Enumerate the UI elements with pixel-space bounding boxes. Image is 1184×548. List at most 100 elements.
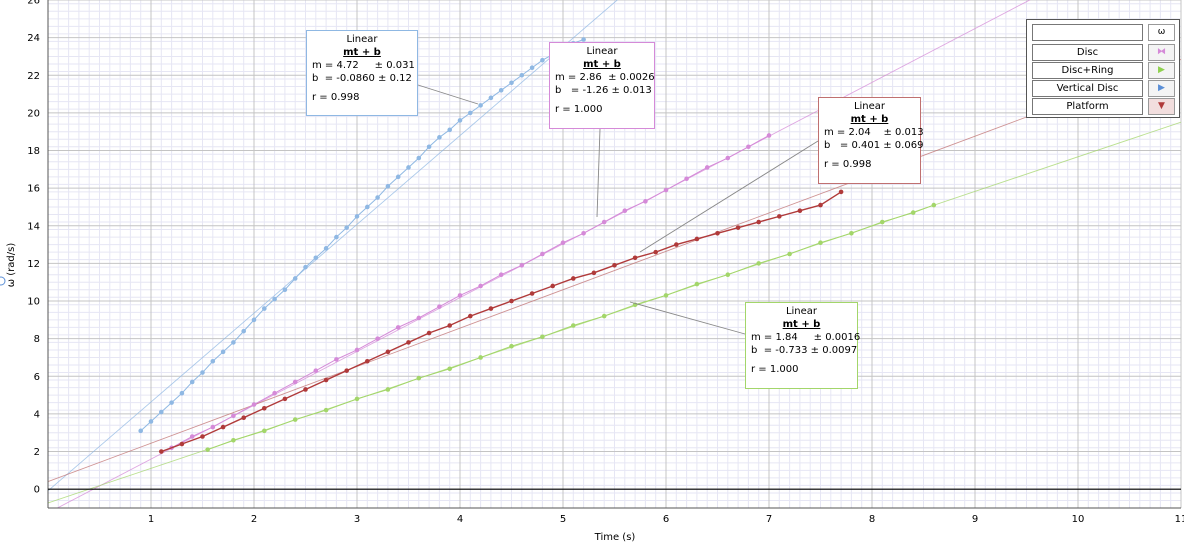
data-point <box>694 281 700 287</box>
x-tick-label: 1 <box>148 514 154 525</box>
axes <box>0 0 1181 509</box>
data-point <box>334 357 339 362</box>
fit-box-disc-ring[interactable]: Linear mt + b m = 1.84 ± 0.0016 b = -0.7… <box>745 302 861 389</box>
data-point <box>540 334 545 340</box>
data-point <box>746 144 751 150</box>
y-tick-label: 20 <box>27 108 40 119</box>
data-point <box>478 283 483 289</box>
legend-header-row: ω <box>1032 24 1176 41</box>
data-point <box>735 225 741 230</box>
fit-box-disc[interactable]: Linear mt + b m = 2.86 ± 0.0026 b = -1.2… <box>549 42 655 129</box>
data-point <box>416 375 422 381</box>
data-point <box>354 214 360 219</box>
data-point <box>344 225 350 230</box>
legend-marker-icon: ▶ <box>1148 62 1175 79</box>
data-point <box>205 447 210 452</box>
fit-equation: mt + b <box>343 47 381 58</box>
data-point <box>478 103 483 108</box>
data-point <box>426 144 432 150</box>
fit-slope: m = 1.84 ± 0.0016 <box>751 332 861 343</box>
data-point <box>663 187 669 193</box>
data-point <box>272 390 277 396</box>
fit-correlation: r = 0.998 <box>312 92 360 103</box>
data-point <box>519 262 525 268</box>
fit-title: Linear <box>785 306 818 317</box>
data-point <box>313 255 319 261</box>
fit-slope: m = 4.72 ± 0.031 <box>312 60 415 71</box>
series-line <box>161 191 842 453</box>
y-tick-label: 6 <box>34 372 40 383</box>
fit-box-platform[interactable]: Linear mt + b m = 2.04 ± 0.013 b = 0.401… <box>818 97 924 184</box>
axis-handle-icon <box>0 276 6 286</box>
data-point <box>251 402 257 407</box>
data-point <box>529 291 535 296</box>
data-point <box>437 135 442 140</box>
legend-entry-vertical-disc[interactable]: Vertical Disc ▶ <box>1032 80 1176 97</box>
data-point <box>334 234 339 240</box>
data-point <box>220 349 226 355</box>
data-point <box>323 246 329 251</box>
legend-label: Platform <box>1032 98 1143 115</box>
data-point <box>498 88 504 93</box>
data-point <box>766 133 772 138</box>
y-tick-label: 4 <box>34 409 40 420</box>
data-point <box>643 199 648 204</box>
data-point <box>210 424 216 430</box>
x-tick-label: 6 <box>663 514 669 525</box>
data-point <box>303 387 308 392</box>
leader-line <box>629 301 746 335</box>
leader-line <box>596 128 601 218</box>
data-point <box>756 219 761 225</box>
fit-box-vertical-disc[interactable]: Linear mt + b m = 4.72 ± 0.031 b = -0.08… <box>306 30 418 116</box>
data-point <box>262 405 267 411</box>
data-point <box>385 387 391 392</box>
data-point <box>323 407 329 413</box>
fit-correlation: r = 1.000 <box>751 364 799 375</box>
data-point <box>437 304 442 309</box>
legend[interactable]: ω Disc ⧓ Disc+Ring ▶ Vertical Disc ▶ Pla… <box>1026 19 1180 118</box>
data-point <box>694 236 700 242</box>
data-point <box>849 231 854 236</box>
data-point <box>416 315 422 321</box>
data-point <box>468 110 473 116</box>
data-point <box>457 293 463 298</box>
y-tick-label: 14 <box>27 221 40 232</box>
data-point <box>354 396 360 402</box>
data-point <box>581 231 586 236</box>
data-point <box>313 368 319 373</box>
data-point <box>777 214 782 219</box>
data-point <box>344 368 350 373</box>
data-point <box>447 127 453 133</box>
legend-entry-disc-ring[interactable]: Disc+Ring ▶ <box>1032 62 1176 79</box>
data-point <box>818 202 823 208</box>
y-tick-label: 0 <box>34 485 40 496</box>
data-point <box>488 306 494 311</box>
fit-title: Linear <box>853 101 886 112</box>
data-point <box>509 298 514 304</box>
data-point <box>323 377 329 383</box>
x-tick-label: 10 <box>1072 514 1085 525</box>
data-point <box>447 366 453 372</box>
legend-label: Disc+Ring <box>1032 62 1143 79</box>
data-point <box>910 210 916 215</box>
data-point <box>725 155 731 161</box>
fit-intercept: b = 0.401 ± 0.069 <box>824 140 924 151</box>
x-tick-label: 8 <box>869 514 875 525</box>
fit-correlation: r = 1.000 <box>555 104 603 115</box>
legend-entry-platform[interactable]: Platform ▼ <box>1032 98 1176 115</box>
data-point <box>395 174 401 180</box>
legend-marker-icon: ▶ <box>1148 80 1175 97</box>
fit-title: Linear <box>586 46 618 57</box>
fit-leader-lines <box>417 84 819 335</box>
data-point <box>138 428 143 434</box>
data-point <box>756 261 761 266</box>
legend-entry-disc[interactable]: Disc ⧓ <box>1032 44 1176 61</box>
data-point <box>663 293 669 298</box>
data-point <box>498 272 504 277</box>
data-point <box>282 396 288 402</box>
data-point <box>632 255 638 261</box>
data-point <box>880 219 885 225</box>
data-point <box>385 183 391 189</box>
data-point <box>684 176 689 182</box>
data-point <box>704 165 710 170</box>
